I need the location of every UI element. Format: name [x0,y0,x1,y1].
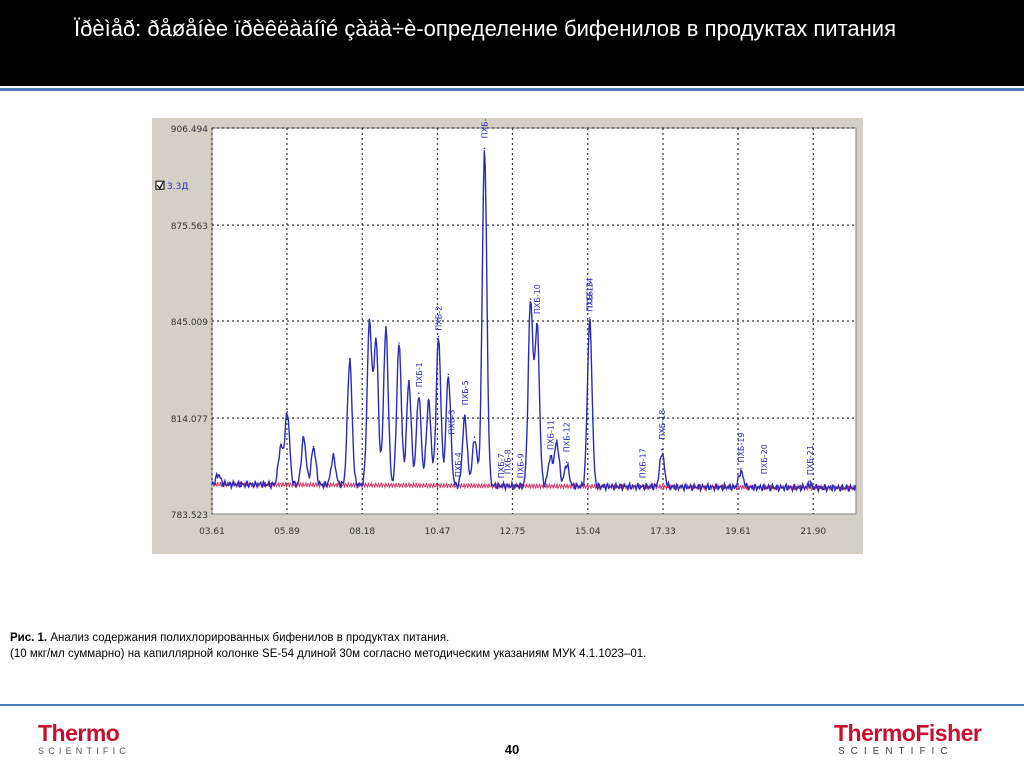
peak-label: ПХБ-4 [454,452,463,477]
x-tick-label: 15.04 [575,527,601,537]
peak-marker [588,317,591,319]
peak-marker [556,439,558,442]
peak-marker [286,411,289,413]
peak-marker [740,467,742,470]
legend-checkbox [155,180,165,190]
x-tick-label: 03.61 [199,527,225,537]
peak-marker [348,357,351,360]
chromatogram-chart: 783.523 814.077 845.009 875.563 906.494 03.61… [155,118,857,537]
chromatogram-trace [211,150,856,494]
peak-label: ПХБ-20 [760,444,769,474]
peak-marker [447,373,450,376]
peak-label: ПХБ-2 [435,306,444,331]
peak-label: ПХБ-18 [658,410,667,440]
peak-marker [279,445,282,448]
figure-caption: Рис. 1. Анализ содержания полихлорирован… [10,630,1010,662]
peak-marker [483,147,486,150]
thermo-scientific-logo: Thermo SCIENTIFIC [38,722,130,757]
peak-marker [332,455,335,457]
peak-label: ПХБ-1 [415,362,424,387]
peak-marker [565,461,568,464]
peak-marker [302,436,305,438]
peak-label: ПХБ-6 [481,118,490,138]
peak-marker [661,448,663,451]
caption-bold: Рис. 1. [10,632,48,644]
peak-marker [217,474,220,476]
legend-check-mark [156,181,164,190]
peak-marker [408,379,410,382]
peak-marker [529,298,532,300]
bottom-divider [0,704,1024,706]
peak-marker [427,398,430,401]
slide-title: Ïðèìåð: ðåøåíèe ïðèêëàäíîé çàäà÷è-опреде… [74,16,896,41]
logo-right-sub: SCIENTIFIC [838,746,954,757]
peak-marker [312,445,315,448]
x-tick-label: 05.89 [274,527,300,537]
y-tick-label: 906.494 [171,125,208,135]
peak-label: ПХБ-9 [517,453,526,478]
thermofisher-scientific-logo: ThermoFisher SCIENTIFIC [834,720,982,758]
peak-marker [375,339,377,341]
peak-marker [809,480,811,482]
page-number: 40 [504,742,520,757]
peak-label: ПХБ-5 [461,380,470,405]
peak-label: ПХБ-7 [497,453,506,478]
peak-label: ПХБ-11 [546,420,555,450]
y-tick-label: 845.009 [171,318,208,328]
y-tick-label: 814.077 [171,415,208,425]
x-tick-label: 17.33 [650,527,676,537]
peak-label: ПХБ-17 [638,448,647,478]
caption-line-1: Рис. 1. Анализ содержания полихлорирован… [10,630,1010,646]
caption-line-2: (10 мкг/мл суммарно) на капиллярной коло… [10,648,647,660]
peak-marker [549,455,552,457]
logo-left-brand: Thermo [38,720,120,746]
x-tick-label: 08.18 [349,527,375,537]
logo-right-brand: ThermoFisher [834,720,982,746]
peak-label: ПХБ-3 [448,410,457,435]
peak-marker [437,335,440,338]
peak-marker [368,320,371,322]
y-tick-label: 875.563 [171,222,208,232]
peak-label: ПХБ-8 [504,449,513,474]
peak-marker [536,323,538,325]
x-tick-label: 10.47 [425,527,451,537]
peak-label: ПХБ-12 [563,422,572,452]
chromatogram-panel: 783.523 814.077 845.009 875.563 906.494 03.61… [152,118,863,554]
peak-marker [417,392,420,395]
x-tick-label: 12.75 [500,527,526,537]
peak-marker [473,436,476,438]
x-tick-label: 19.61 [725,527,751,537]
peak-marker [464,414,466,416]
legend-label: 3.3Д [167,182,188,192]
logo-left-sub: SCIENTIFIC [38,746,131,756]
title-bar [0,0,1024,86]
peak-marker [385,326,387,329]
caption-text-1: Анализ содержания полихлорированных бифе… [47,632,450,644]
y-tick-label: 783.523 [171,511,208,521]
peak-label: ПХБ-19 [737,432,746,462]
peak-label: ПХБ-14 [586,278,595,308]
peak-label: ПХБ-13 [586,282,595,312]
peak-marker [398,342,400,344]
peak-label: ПХБ-21 [806,445,815,475]
x-tick-label: 21.90 [800,527,826,537]
peak-label: ПХБ-10 [533,284,542,314]
top-divider [0,88,1024,91]
